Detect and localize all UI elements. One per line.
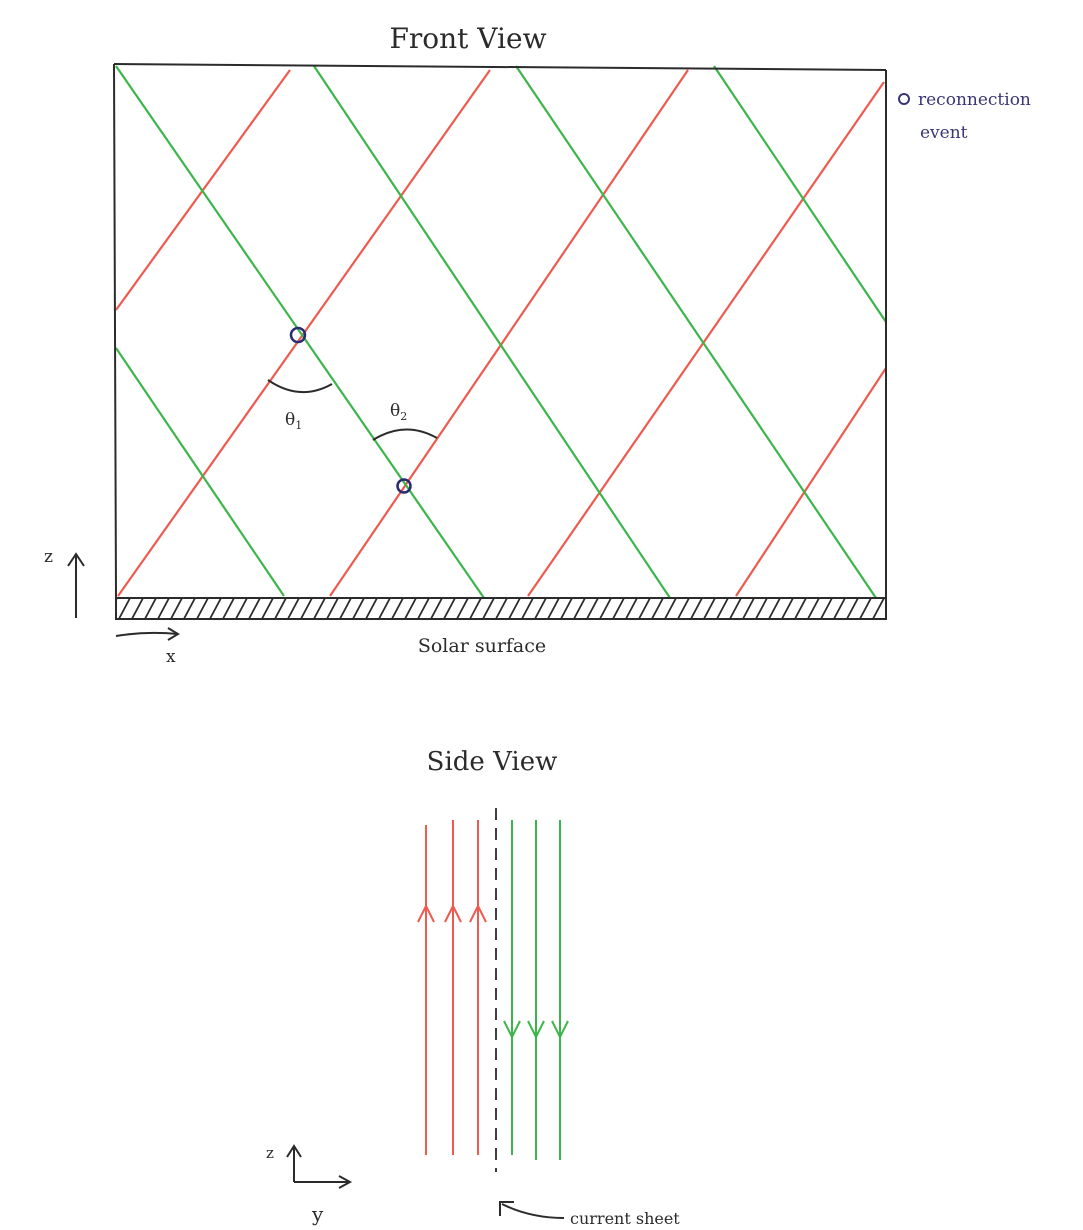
green-field-line bbox=[313, 65, 671, 599]
front-z-axis bbox=[67, 552, 85, 618]
down-arrow-icon bbox=[551, 1020, 569, 1040]
down-arrow-icon bbox=[503, 1020, 521, 1040]
front-z-axis-label: z bbox=[44, 547, 53, 567]
reconnection-marker-1 bbox=[289, 326, 307, 344]
solar-surface-hatch bbox=[115, 597, 887, 620]
front-x-axis bbox=[115, 627, 180, 641]
legend: reconnection event bbox=[898, 90, 1031, 143]
up-arrow-icon bbox=[444, 903, 462, 923]
side-green-field-lines bbox=[503, 820, 569, 1160]
green-field-line bbox=[115, 347, 285, 597]
down-arrow-icon bbox=[527, 1020, 545, 1040]
side-z-axis-label: z bbox=[266, 1144, 274, 1162]
solar-surface-label: Solar surface bbox=[418, 635, 546, 657]
legend-marker-icon bbox=[898, 93, 910, 105]
reconnection-marker-2 bbox=[396, 478, 412, 494]
theta2-arc bbox=[372, 428, 438, 441]
current-sheet-pointer bbox=[499, 1201, 565, 1219]
red-field-lines bbox=[115, 69, 887, 597]
legend-text-line1: reconnection bbox=[918, 90, 1031, 110]
red-field-line bbox=[329, 69, 689, 597]
front-view-panel: Front View bbox=[44, 22, 1031, 667]
front-x-axis-label: x bbox=[166, 647, 176, 667]
green-field-line bbox=[515, 65, 877, 599]
front-view-frame bbox=[113, 63, 887, 599]
side-y-axis-label: y bbox=[311, 1202, 324, 1226]
red-field-line bbox=[527, 81, 885, 597]
legend-text-line2: event bbox=[920, 123, 968, 143]
theta1-arc bbox=[267, 379, 333, 394]
green-field-line bbox=[115, 65, 485, 599]
theta1-label: θ1 bbox=[285, 410, 302, 432]
side-axes bbox=[286, 1144, 353, 1189]
side-view-title: Side View bbox=[427, 747, 558, 777]
green-field-line bbox=[713, 65, 887, 323]
side-red-field-lines bbox=[417, 820, 487, 1155]
theta2-label: θ2 bbox=[390, 401, 407, 423]
pointer-arrow-icon bbox=[499, 1201, 514, 1216]
red-field-line bbox=[735, 367, 887, 597]
green-field-lines bbox=[115, 65, 887, 599]
up-arrow-icon bbox=[417, 903, 435, 923]
current-sheet-label: current sheet bbox=[570, 1209, 680, 1228]
side-view-panel: Side View z y bbox=[266, 747, 680, 1228]
front-view-title: Front View bbox=[389, 22, 546, 55]
up-arrow-icon bbox=[469, 903, 487, 923]
